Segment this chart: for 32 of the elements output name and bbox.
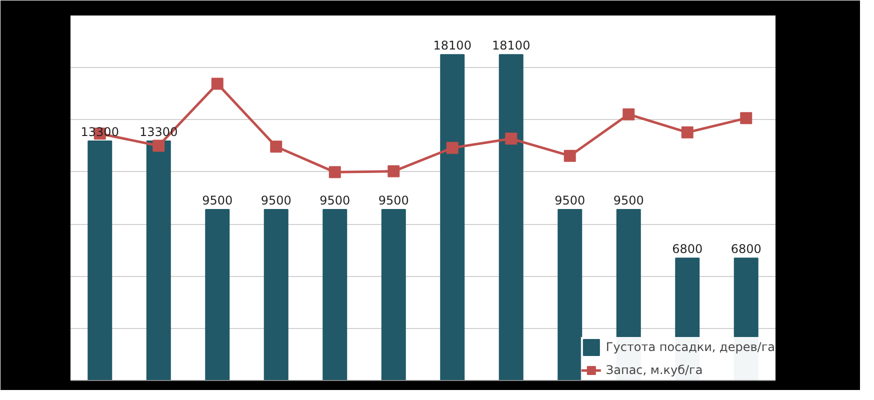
data-label: 9500 xyxy=(320,193,350,208)
data-label: 9500 xyxy=(202,193,233,208)
legend-label: Запас, м.куб/га xyxy=(606,363,703,377)
bar xyxy=(381,208,406,380)
legend-label: Густота посадки, дерев/га xyxy=(606,340,775,354)
bar xyxy=(558,208,582,380)
bar xyxy=(264,208,288,380)
data-label: 6800 xyxy=(672,242,703,256)
data-label: 18100 xyxy=(492,38,530,53)
point xyxy=(270,140,282,153)
point xyxy=(211,78,224,90)
point xyxy=(622,108,635,120)
point xyxy=(740,112,752,124)
bar xyxy=(146,140,171,380)
point xyxy=(564,150,576,162)
point xyxy=(328,166,341,178)
point xyxy=(152,140,165,152)
bar xyxy=(440,54,465,380)
data-label: 9500 xyxy=(260,193,292,208)
bar xyxy=(498,54,524,380)
point xyxy=(446,142,458,154)
point xyxy=(505,132,518,145)
bar xyxy=(322,208,348,380)
data-label: 9500 xyxy=(378,193,409,208)
point xyxy=(681,126,694,138)
bar xyxy=(205,208,230,380)
data-label: 9500 xyxy=(554,193,586,208)
bar xyxy=(88,140,112,380)
data-label: 6800 xyxy=(730,242,762,256)
data-label: 18100 xyxy=(433,38,472,53)
data-label: 9500 xyxy=(613,193,644,208)
point xyxy=(388,165,400,178)
